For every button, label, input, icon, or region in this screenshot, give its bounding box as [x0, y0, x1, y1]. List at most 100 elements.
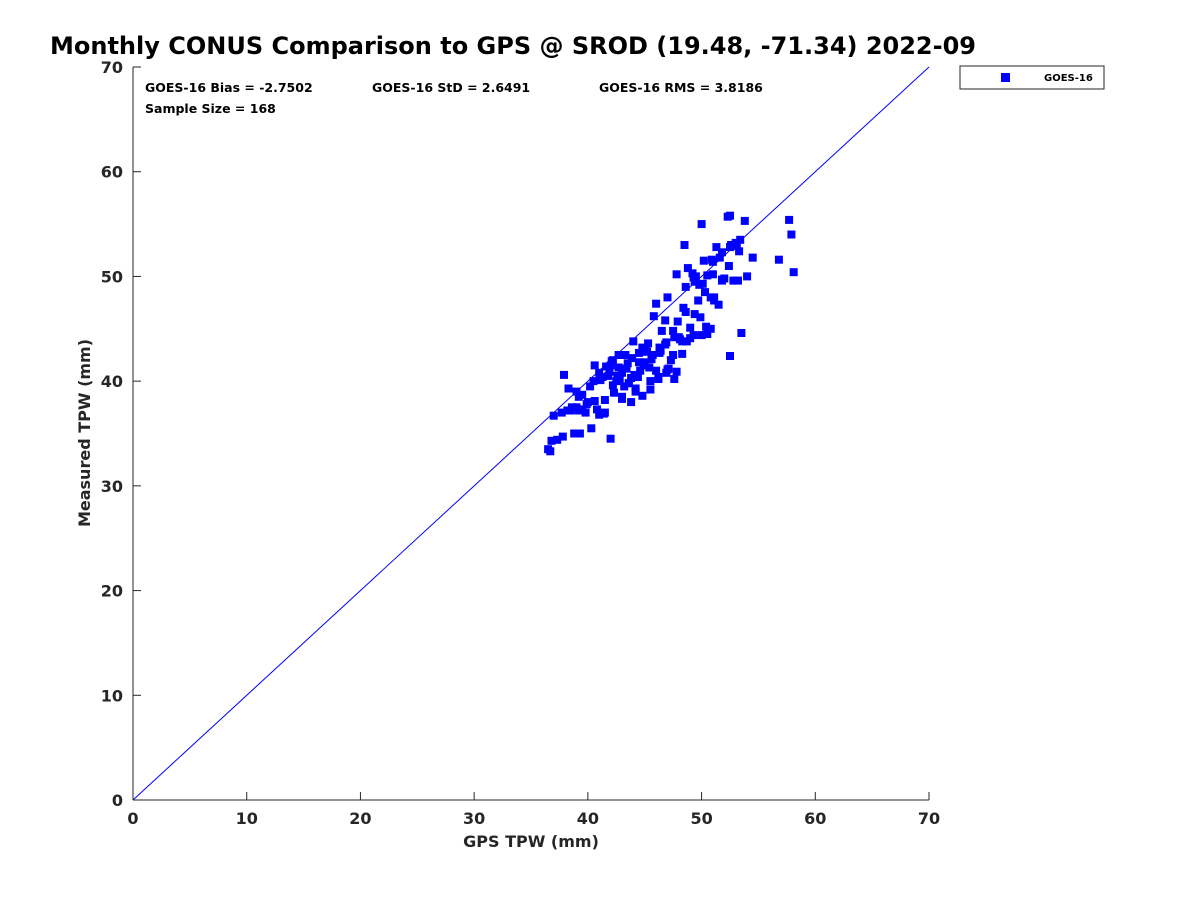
data-point — [661, 340, 670, 349]
data-point — [587, 424, 596, 433]
data-point — [605, 367, 614, 376]
data-point — [789, 268, 798, 277]
y-tick-label: 30 — [101, 477, 123, 496]
data-point — [646, 377, 655, 386]
y-tick-label: 40 — [101, 372, 123, 391]
y-tick-label: 0 — [112, 791, 123, 810]
data-point — [698, 279, 707, 288]
legend: GOES-16 — [959, 65, 1105, 90]
data-point — [557, 408, 566, 417]
data-point — [613, 371, 622, 380]
data-point — [593, 405, 601, 414]
stat-rms: GOES-16 RMS = 3.8186 — [599, 80, 763, 95]
data-point — [572, 403, 581, 412]
data-point — [724, 262, 733, 270]
data-point — [604, 371, 613, 380]
data-point — [707, 255, 716, 264]
data-point — [646, 385, 655, 394]
one-to-one-line — [132, 66, 930, 801]
y-tick-label: 60 — [101, 163, 123, 182]
data-point — [737, 329, 746, 337]
data-point — [614, 363, 623, 372]
data-point — [631, 387, 640, 396]
data-point — [690, 277, 699, 286]
data-point — [672, 367, 681, 376]
data-point — [564, 384, 573, 393]
data-point — [558, 432, 567, 441]
data-point — [726, 352, 734, 360]
data-point — [623, 359, 632, 368]
data-point — [748, 253, 757, 262]
data-point — [606, 434, 615, 443]
data-point — [590, 361, 599, 370]
data-point — [578, 390, 587, 399]
y-tick-label: 10 — [101, 686, 123, 705]
data-point — [708, 270, 717, 279]
data-point — [681, 308, 690, 316]
chart-title: Monthly CONUS Comparison to GPS @ SROD (… — [50, 32, 976, 60]
data-point — [686, 323, 695, 332]
data-point — [718, 248, 726, 257]
data-point — [706, 293, 715, 302]
data-point — [664, 364, 673, 373]
data-point — [679, 303, 688, 312]
data-point — [652, 366, 661, 375]
x-tick-label: 60 — [804, 809, 826, 828]
data-point — [701, 288, 709, 297]
data-point — [680, 241, 689, 249]
data-point — [697, 331, 706, 340]
data-point — [620, 382, 629, 391]
data-point — [718, 276, 726, 285]
reference-line-group — [132, 66, 930, 801]
y-tick-label: 50 — [101, 267, 123, 286]
data-point — [567, 403, 576, 412]
data-point — [699, 256, 708, 265]
data-point — [649, 312, 658, 321]
data-point — [673, 317, 682, 326]
y-tick-label: 70 — [101, 58, 123, 77]
data-point — [732, 242, 741, 251]
data-point — [629, 337, 638, 346]
x-axis-label: GPS TPW (mm) — [463, 832, 599, 851]
data-point — [589, 377, 598, 386]
data-point — [610, 388, 618, 397]
data-point — [697, 220, 706, 229]
data-point — [643, 347, 651, 356]
data-point — [676, 335, 684, 344]
x-tick-label: 20 — [349, 809, 371, 828]
data-point — [785, 215, 794, 224]
data-point — [703, 330, 712, 338]
data-point — [727, 241, 736, 249]
data-point — [670, 375, 679, 383]
data-point — [663, 293, 672, 302]
data-point — [647, 355, 656, 364]
data-point — [681, 282, 690, 291]
legend-label: GOES-16 — [1044, 73, 1093, 84]
data-point — [666, 356, 675, 365]
data-point — [586, 382, 595, 391]
data-point — [618, 368, 626, 377]
data-point — [702, 322, 711, 331]
data-point — [714, 300, 723, 309]
data-point — [743, 272, 752, 281]
data-point — [706, 324, 715, 333]
data-point — [595, 368, 604, 377]
stat-sample-size: Sample Size = 168 — [145, 101, 276, 116]
data-point — [670, 333, 679, 342]
data-point — [549, 411, 558, 420]
data-point — [560, 370, 568, 379]
stat-bias: GOES-16 Bias = -2.7502 — [145, 80, 313, 95]
data-point — [600, 396, 609, 404]
data-point — [648, 351, 657, 359]
data-point — [652, 299, 661, 308]
stat-std: GOES-16 StD = 2.6491 — [372, 80, 530, 95]
data-point — [654, 373, 663, 381]
x-tick-label: 0 — [127, 809, 138, 828]
x-tick-label: 50 — [690, 809, 712, 828]
data-point — [683, 264, 692, 273]
x-tick-label: 30 — [463, 809, 485, 828]
data-point — [638, 391, 647, 400]
data-point — [575, 429, 584, 438]
data-point — [696, 313, 705, 322]
